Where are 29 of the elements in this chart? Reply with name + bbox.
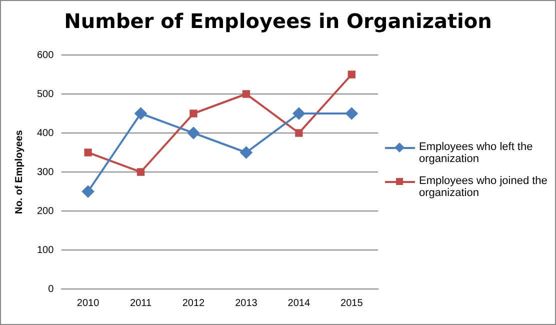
point <box>134 108 147 120</box>
point <box>295 129 303 137</box>
point <box>84 148 92 156</box>
y-tick-label: 200 <box>36 206 54 217</box>
legend-label: Employees who joined the organization <box>419 175 548 199</box>
point <box>292 108 305 120</box>
y-tick-label: 500 <box>36 88 54 100</box>
x-tick-label: 2010 <box>76 298 100 309</box>
x-tick-label: 2011 <box>130 298 152 309</box>
y-tick-label: 300 <box>36 166 54 178</box>
chart-title: Number of Employees in Organization <box>63 9 493 33</box>
y-tick-label: 400 <box>36 128 54 139</box>
point <box>242 90 250 98</box>
y-axis-title: No. of Employees <box>14 130 25 214</box>
legend-label: Employees who left the organization <box>419 141 534 165</box>
point <box>240 146 252 158</box>
point <box>82 186 94 198</box>
y-tick-label: 600 <box>36 50 54 61</box>
x-tick-label: 2012 <box>182 298 206 309</box>
x-tick-label: 2015 <box>340 298 364 309</box>
point <box>346 108 358 120</box>
point <box>190 110 198 118</box>
y-tick-label: 0 <box>48 284 54 295</box>
y-tick-label: 100 <box>36 244 54 256</box>
point <box>187 127 200 139</box>
x-tick-label: 2013 <box>235 298 258 309</box>
x-tick-label: 2014 <box>288 298 310 309</box>
point <box>136 168 145 176</box>
point <box>348 70 356 78</box>
